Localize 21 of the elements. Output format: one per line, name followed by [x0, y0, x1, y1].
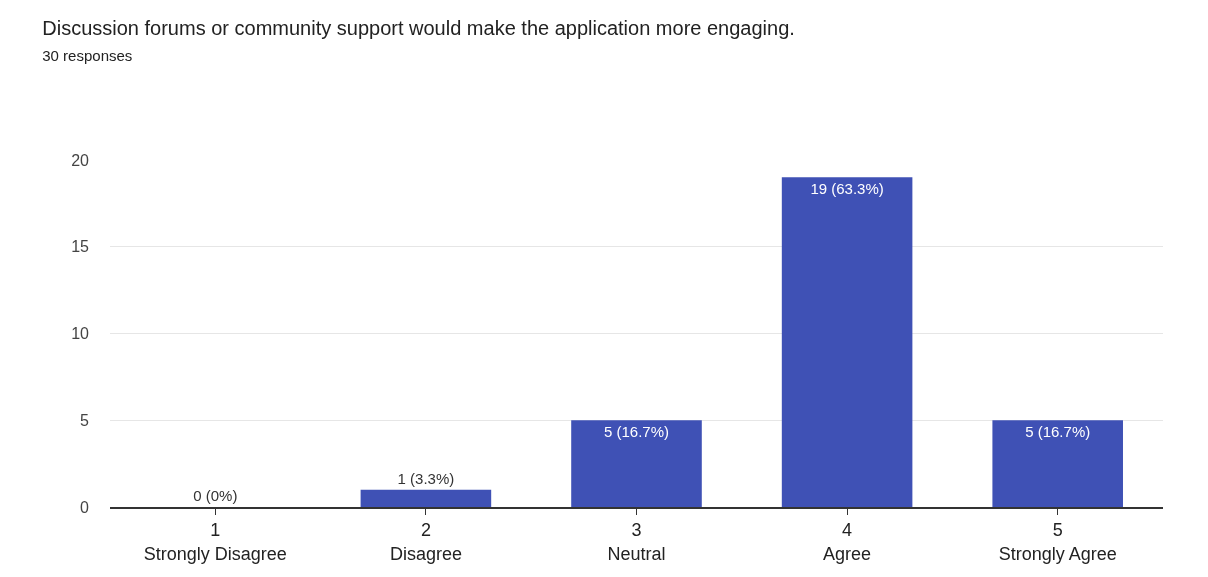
bar — [781, 177, 913, 507]
x-tick-label: 1 Strongly Disagree — [143, 520, 287, 564]
x-tick-label: 2 Disagree — [389, 520, 462, 564]
y-tick-label: 0 — [80, 498, 90, 516]
data-label: 19 (63.3%) — [810, 180, 884, 198]
x-tick-label: 4 Agree — [823, 520, 872, 564]
data-label: 5 (16.7%) — [603, 423, 670, 441]
bar — [360, 489, 492, 507]
y-tick-label: 15 — [71, 238, 90, 256]
bar — [992, 420, 1123, 507]
x-tick-label: 5 Strongly Agree — [998, 520, 1117, 564]
y-tick-label: 20 — [71, 151, 90, 169]
chart-subtitle: 30 responses — [42, 46, 133, 64]
x-tick-label: 3 Neutral — [607, 520, 666, 564]
y-tick-label: 5 — [80, 411, 90, 429]
data-label: 5 (16.7%) — [1025, 423, 1091, 441]
bar — [571, 420, 702, 507]
y-tick-label: 10 — [71, 325, 90, 343]
data-label: 1 (3.3%) — [397, 469, 455, 487]
data-label: 0 (0%) — [193, 487, 238, 504]
chart-title: Discussion forums or community support would make the application more engaging. — [42, 16, 795, 39]
